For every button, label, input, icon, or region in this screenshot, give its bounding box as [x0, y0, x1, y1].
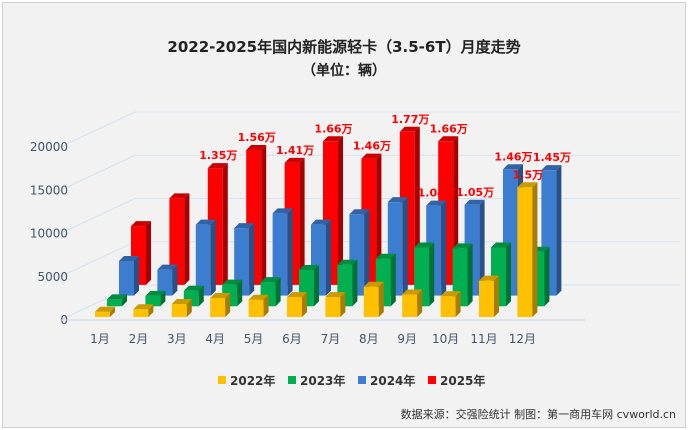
- bar-2022年-6月: [287, 292, 307, 317]
- x-tick-label: 5月: [244, 332, 264, 346]
- bar-2022年-9月: [402, 289, 423, 317]
- x-tick-label: 2月: [129, 332, 149, 346]
- legend-item-2025年: 2025年: [428, 373, 485, 388]
- data-label: 1.41万: [276, 144, 314, 157]
- gridline-side: [59, 241, 136, 278]
- svg-text:2022年: 2022年: [230, 373, 275, 388]
- y-tick-label: 10000: [30, 227, 68, 241]
- svg-text:2025年: 2025年: [440, 373, 485, 388]
- x-tick-label: 6月: [282, 332, 302, 346]
- y-tick-label: 15000: [30, 183, 68, 197]
- data-label: 1.66万: [430, 122, 468, 135]
- gridline-side: [59, 198, 136, 234]
- bar-2022年-12月: [517, 182, 538, 317]
- legend-item-2024年: 2024年: [358, 373, 415, 388]
- y-tick-label: 5000: [37, 270, 68, 284]
- bar-2024年-2月: [157, 264, 178, 296]
- data-label: 1.46万: [353, 140, 391, 153]
- gridline-side: [59, 111, 136, 148]
- data-label: 1.45万: [533, 151, 571, 164]
- bar-2022年-11月: [479, 275, 499, 317]
- bar-2022年-8月: [363, 281, 384, 317]
- data-label: 1.35万: [199, 149, 237, 162]
- bar-2023年-7月: [337, 259, 358, 307]
- bar-2023年-2月: [145, 290, 166, 307]
- x-tick-label: 1月: [90, 332, 110, 346]
- bar-2022年-5月: [248, 294, 269, 317]
- bar-2023年-1月: [107, 294, 127, 307]
- svg-text:2024年: 2024年: [370, 373, 415, 388]
- x-tick-label: 9月: [397, 332, 417, 346]
- source-note: 数据来源：交强险统计 制图：第一商用车网 cvworld.cn: [401, 407, 676, 421]
- chart-subtitle: （单位：辆）: [302, 62, 386, 79]
- svg-text:2023年: 2023年: [300, 373, 345, 388]
- legend-item-2022年: 2022年: [218, 373, 275, 388]
- bar-2022年-4月: [210, 292, 231, 317]
- bar-2024年-5月: [272, 208, 293, 296]
- bar-2022年-10月: [440, 291, 461, 317]
- data-label: 1.5万: [513, 168, 544, 181]
- x-tick-label: 12月: [509, 332, 536, 346]
- y-tick-label: 20000: [30, 140, 68, 154]
- bar-2024年-3月: [195, 219, 216, 296]
- data-label: 1.05万: [456, 186, 494, 199]
- x-tick-label: 3月: [167, 332, 187, 346]
- data-label: 1.46万: [494, 150, 532, 163]
- gridline-side: [59, 154, 136, 191]
- chart-title: 2022-2025年国内新能源轻卡（3.5-6T）月度走势: [167, 38, 520, 56]
- bar-2022年-2月: [133, 304, 154, 317]
- bar-2022年-7月: [325, 292, 346, 317]
- bar-2024年-1月: [119, 256, 139, 296]
- data-label: 1.04万: [418, 187, 456, 200]
- bar-2025年-2月: [169, 193, 190, 285]
- legend-item-2023年: 2023年: [288, 373, 345, 388]
- x-tick-label: 10月: [432, 332, 459, 346]
- bar-2022年-3月: [171, 299, 192, 317]
- x-tick-label: 7月: [321, 332, 341, 346]
- data-label: 1.66万: [314, 122, 352, 135]
- data-label: 1.56万: [238, 131, 276, 144]
- bar-2024年-4月: [234, 223, 255, 296]
- data-label: 1.77万: [391, 113, 429, 126]
- x-tick-label: 4月: [205, 332, 225, 346]
- bar-2022年-1月: [95, 306, 115, 317]
- x-tick-label: 11月: [470, 332, 497, 346]
- x-tick-label: 8月: [359, 332, 379, 346]
